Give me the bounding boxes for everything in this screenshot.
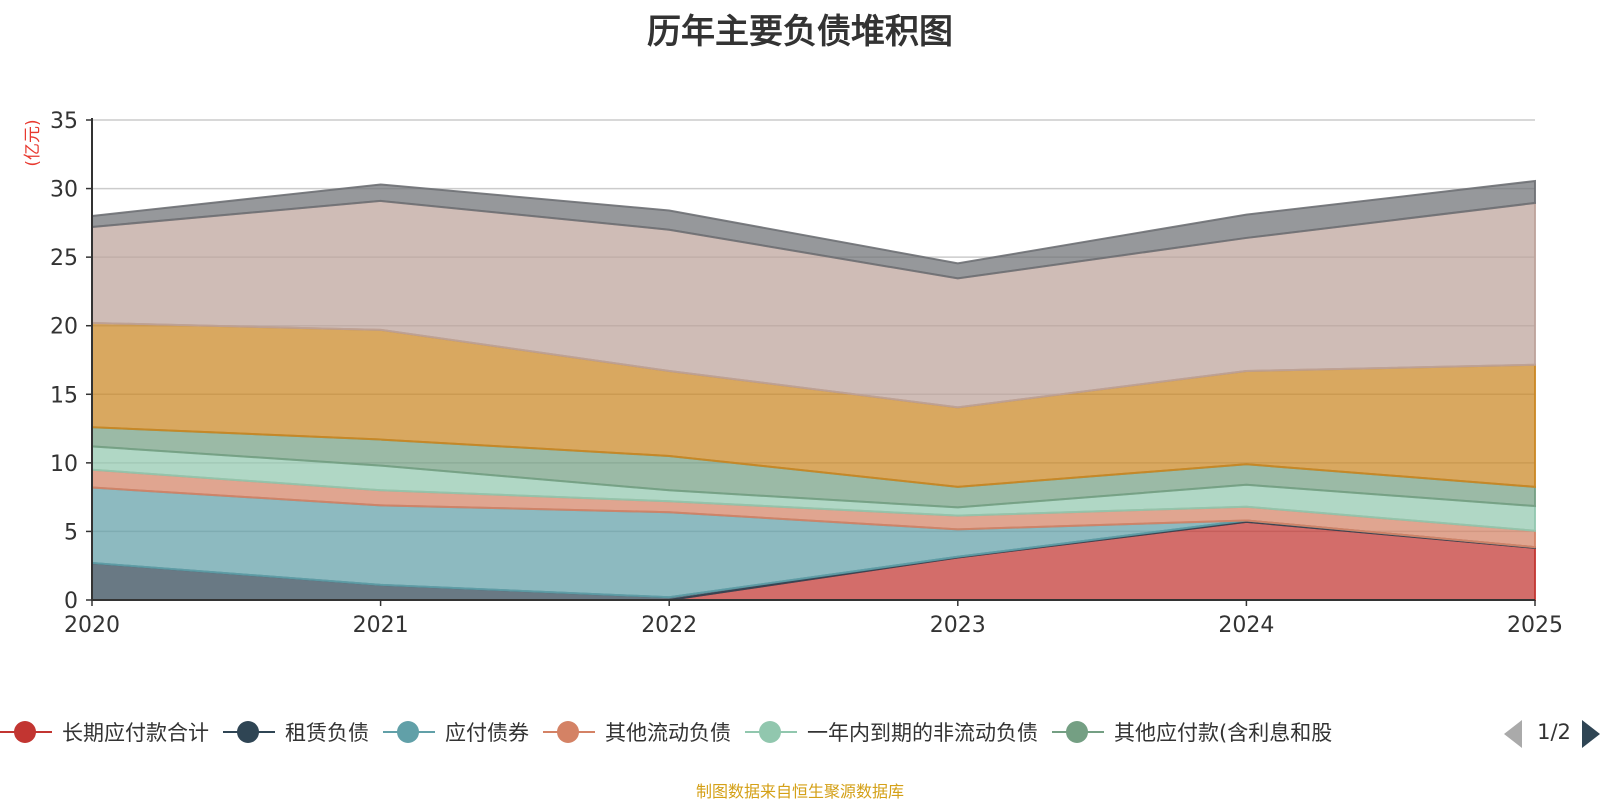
legend-page-indicator: 1/2 xyxy=(1537,720,1571,744)
x-tick-label: 2024 xyxy=(1218,613,1274,638)
y-tick-label: 10 xyxy=(50,452,78,477)
legend-label: 其他应付款(含利息和股 xyxy=(1114,721,1333,745)
x-tick-label: 2022 xyxy=(641,613,697,638)
legend-next-page-icon[interactable] xyxy=(1582,720,1600,748)
legend-prev-page-icon[interactable] xyxy=(1504,720,1522,748)
legend-label: 租赁负债 xyxy=(285,721,369,745)
legend-item[interactable]: 一年内到期的非流动负债 xyxy=(745,717,1038,747)
y-tick-label: 30 xyxy=(50,178,78,203)
legend: 长期应付款合计 租赁负债 应付债券 其他流动负债 一年内到期的非流动负债 其他应付款(含利… xyxy=(0,712,1500,752)
legend-label: 其他流动负债 xyxy=(605,721,731,745)
legend-pager: 1/2 xyxy=(1500,716,1600,750)
series-area[interactable] xyxy=(91,179,1536,280)
legend-marker-icon xyxy=(223,720,275,744)
legend-label: 应付债券 xyxy=(445,721,529,745)
chart-title: 历年主要负债堆积图 xyxy=(647,12,953,52)
y-tick-label: 15 xyxy=(50,383,78,408)
y-tick-label: 20 xyxy=(50,315,78,340)
x-tick-label: 2021 xyxy=(353,613,409,638)
legend-marker-icon xyxy=(543,720,595,744)
y-tick-label: 5 xyxy=(64,520,78,545)
legend-marker-icon xyxy=(1052,720,1104,744)
legend-item[interactable]: 其他应付款(含利息和股 xyxy=(1052,717,1332,747)
x-tick-label: 2020 xyxy=(64,613,120,638)
legend-item[interactable]: 其他流动负债 xyxy=(543,717,731,747)
x-tick-label: 2025 xyxy=(1507,613,1563,638)
legend-label: 长期应付款合计 xyxy=(62,721,209,745)
y-tick-label: 25 xyxy=(50,246,78,271)
stacked-areas xyxy=(91,179,1536,601)
legend-marker-icon xyxy=(745,720,797,744)
legend-label: 一年内到期的非流动负债 xyxy=(807,721,1038,745)
legend-item[interactable]: 应付债券 xyxy=(383,717,529,747)
x-tick-label: 2023 xyxy=(930,613,986,638)
y-axis-unit-label: (亿元) xyxy=(23,119,43,166)
legend-marker-icon xyxy=(0,720,52,744)
y-tick-label: 0 xyxy=(64,589,78,614)
legend-item[interactable]: 长期应付款合计 xyxy=(0,717,209,747)
y-tick-label: 35 xyxy=(50,109,78,134)
source-note: 制图数据来自恒生聚源数据库 xyxy=(695,782,904,801)
legend-marker-icon xyxy=(383,720,435,744)
legend-item[interactable]: 租赁负债 xyxy=(223,717,369,747)
